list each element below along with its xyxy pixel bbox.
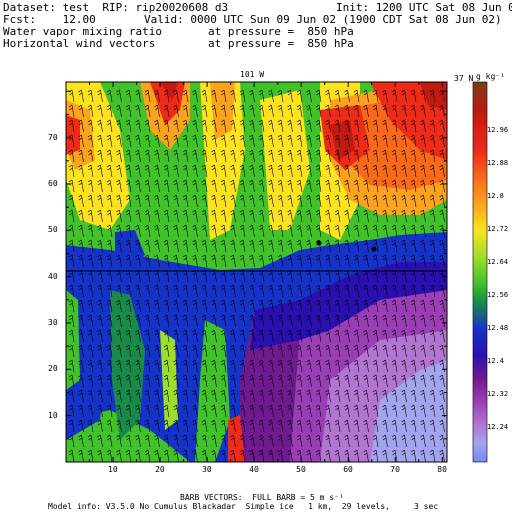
colorbar-label: 12.96 [487, 126, 509, 134]
colorbar-label: 12.48 [487, 324, 509, 332]
colorbar-label: 12.4 [487, 357, 504, 365]
field2-name: Horizontal wind vectors [3, 37, 156, 50]
mixing-ratio-field [66, 82, 447, 462]
dataset-label: Dataset: test RIP: rip20020608 d3 [3, 1, 229, 14]
colorbar-label: 12.56 [487, 291, 509, 299]
field1-level: at pressure = 850 hPa [208, 25, 354, 38]
x-tick-label: 10 [108, 465, 118, 474]
top-longitude-label: 101 W [240, 70, 265, 79]
right-latitude-label: 37 N [454, 74, 474, 83]
y-tick-label: 20 [48, 364, 58, 374]
field1-name: Water vapor mixing ratio [3, 25, 162, 38]
colorbar-label: 12.24 [487, 423, 509, 431]
x-tick-label: 40 [249, 465, 259, 474]
colorbar-label: 12.32 [487, 390, 509, 398]
x-tick-label: 50 [296, 465, 306, 474]
station-dot [371, 246, 377, 252]
station-dot [316, 240, 322, 246]
barb-vectors-label: BARB VECTORS: FULL BARB = 5 m s⁻¹ [180, 493, 344, 502]
x-tick-label: 70 [390, 465, 400, 474]
axis-ticks [66, 82, 447, 462]
plot-frame [65, 81, 448, 463]
wind-barbs [68, 89, 445, 462]
model-info-label: Model info: V3.5.0 No Cumulus Blackadar … [48, 502, 439, 511]
colorbar-label: 12.64 [487, 258, 509, 266]
unit-label: g kg⁻¹ [476, 72, 505, 81]
x-tick-label: 30 [202, 465, 212, 474]
y-tick-label: 70 [48, 132, 58, 142]
x-tick-label: 80 [437, 465, 447, 474]
y-tick-label: 40 [48, 271, 58, 281]
y-tick-label: 60 [48, 178, 58, 188]
colorbar-label: 12.8 [487, 192, 504, 200]
colorbar-label: 12.88 [487, 159, 509, 167]
y-tick-label: 30 [48, 317, 58, 327]
colorbar [472, 81, 488, 463]
valid-time-label: Valid: 0000 UTC Sun 09 Jun 02 (1900 CDT … [144, 13, 502, 26]
init-time-label: Init: 1200 UTC Sat 08 Jun 02 [336, 1, 512, 14]
colorbar-label: 12.72 [487, 225, 509, 233]
y-tick-label: 50 [48, 225, 58, 235]
x-tick-label: 20 [155, 465, 165, 474]
x-tick-label: 60 [343, 465, 353, 474]
field2-level: at pressure = 850 hPa [208, 37, 354, 50]
forecast-hour-label: Fcst: 12.00 [3, 13, 96, 26]
y-tick-label: 10 [48, 410, 58, 420]
